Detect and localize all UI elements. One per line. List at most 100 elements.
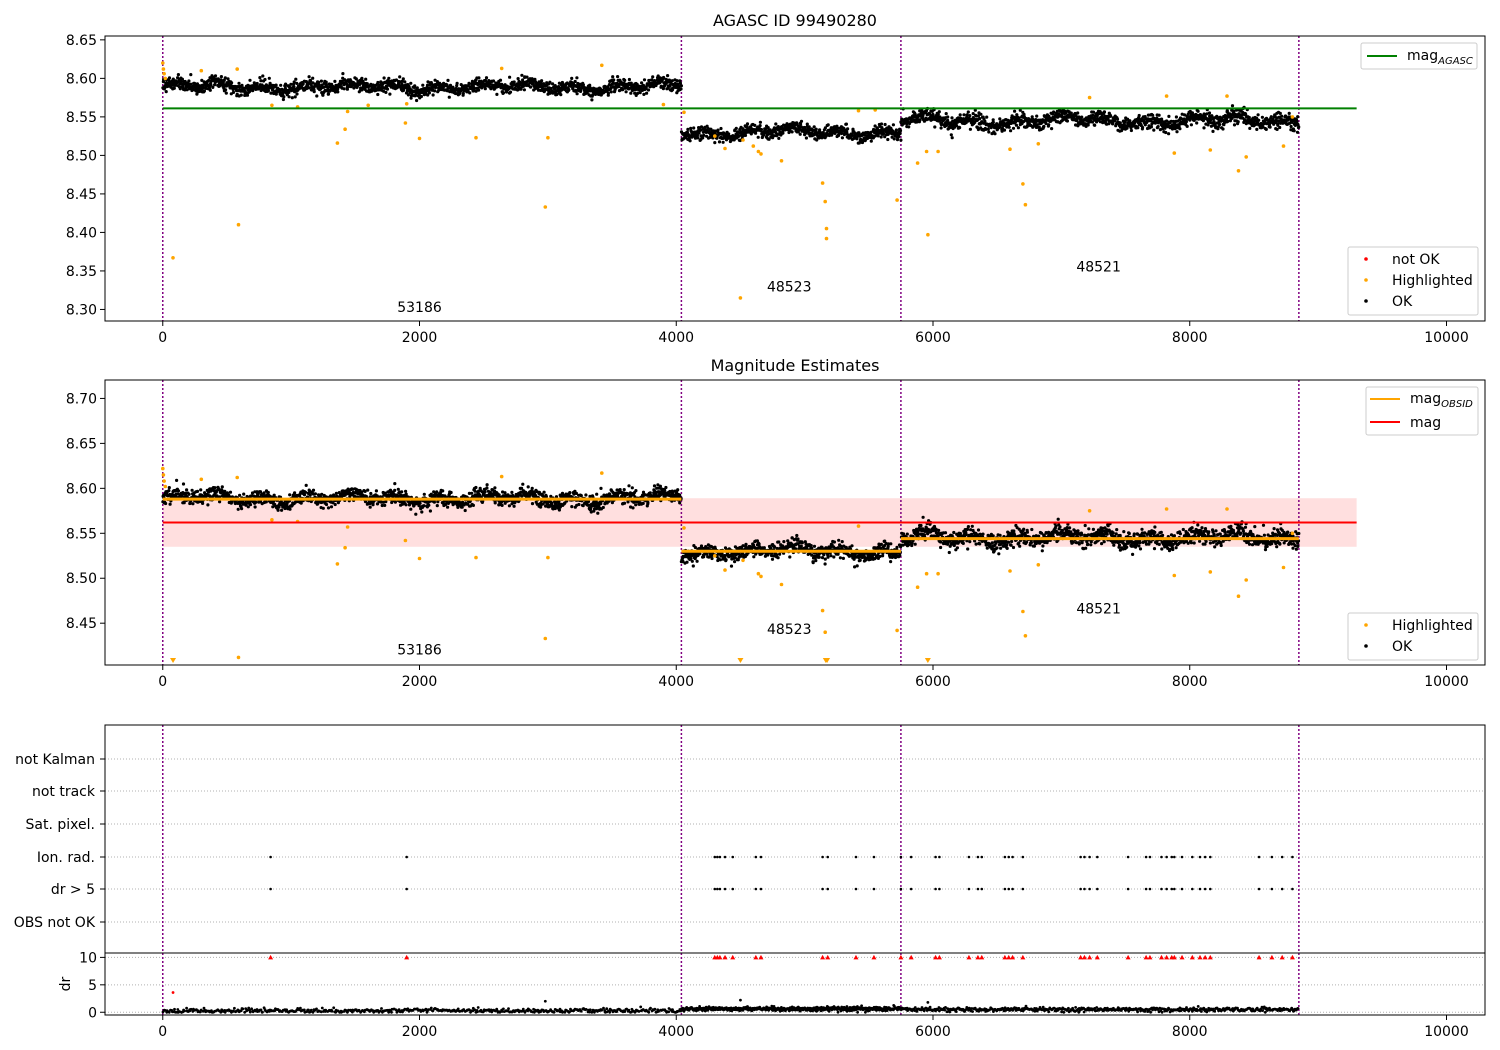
ok-point xyxy=(433,89,437,93)
highlighted-point xyxy=(751,144,756,148)
ok-point xyxy=(258,76,262,80)
ok-point xyxy=(282,95,286,99)
highlighted-point xyxy=(199,68,204,73)
ok-point xyxy=(400,79,404,83)
ok-point xyxy=(898,129,903,133)
ok-point xyxy=(484,76,489,80)
ok-point xyxy=(1149,125,1153,129)
highlighted-point xyxy=(1021,182,1025,186)
ok-point xyxy=(710,556,714,561)
ok-point xyxy=(281,97,285,102)
ok-point xyxy=(213,83,217,87)
ok-point xyxy=(846,127,850,131)
ok-point xyxy=(248,78,252,82)
ok-point xyxy=(595,492,599,496)
highlighted-point xyxy=(682,110,686,115)
ok-point xyxy=(798,132,802,136)
ok-point xyxy=(293,95,297,99)
ok-point xyxy=(612,78,616,82)
ok-point xyxy=(435,504,439,508)
ok-point xyxy=(1093,123,1097,127)
ok-point xyxy=(254,500,258,504)
highlighted-point xyxy=(1281,144,1286,148)
ok-point xyxy=(663,488,667,492)
ok-point xyxy=(242,492,246,496)
ok-point xyxy=(219,75,223,79)
ok-point xyxy=(968,127,973,131)
legend-subscript-agasc: AGASC xyxy=(1437,56,1473,67)
highlighted-point xyxy=(661,102,666,107)
ok-point xyxy=(228,490,233,494)
ok-point xyxy=(345,87,349,91)
ok-point xyxy=(393,488,397,492)
ok-point xyxy=(415,86,419,90)
ok-point xyxy=(1047,123,1051,127)
ok-point xyxy=(191,502,195,506)
ok-point xyxy=(525,75,529,79)
ok-point xyxy=(333,502,337,507)
ok-point xyxy=(573,79,577,84)
ok-point xyxy=(1151,113,1155,117)
ok-point xyxy=(1211,129,1215,133)
highlighted-point xyxy=(270,103,274,108)
ok-point xyxy=(690,559,694,563)
ok-point xyxy=(1247,115,1251,120)
ok-point xyxy=(1152,128,1156,132)
ok-point xyxy=(259,79,263,83)
ok-point xyxy=(404,503,408,507)
ok-point xyxy=(1050,127,1054,131)
x-tick-label: 0 xyxy=(158,330,167,346)
ok-point xyxy=(570,76,574,80)
highlighted-point xyxy=(161,61,165,65)
ok-point xyxy=(179,80,183,84)
x-tick-label: 4000 xyxy=(658,330,694,346)
ok-point xyxy=(1007,125,1011,129)
ok-point xyxy=(326,92,331,96)
ok-point xyxy=(419,94,423,99)
ok-point xyxy=(483,490,487,494)
highlighted-point xyxy=(236,222,241,227)
ok-point xyxy=(224,88,228,92)
ok-point xyxy=(223,76,227,80)
ok-point xyxy=(239,93,243,97)
ok-point xyxy=(292,80,296,84)
highlighted-point xyxy=(600,63,604,68)
ok-point xyxy=(634,489,638,493)
ok-point xyxy=(1209,118,1213,122)
ok-point xyxy=(646,88,651,92)
ok-point xyxy=(891,123,896,127)
ok-point xyxy=(946,118,950,122)
ok-point xyxy=(167,489,171,493)
ok-point xyxy=(421,83,425,87)
ok-point xyxy=(548,80,552,84)
ok-point xyxy=(295,81,299,85)
ok-point xyxy=(376,92,380,97)
ok-point xyxy=(474,485,478,490)
ok-point xyxy=(521,482,525,486)
ok-point xyxy=(611,75,615,79)
ok-point xyxy=(685,560,689,564)
ok-point xyxy=(237,81,241,85)
ok-point xyxy=(176,489,181,493)
ok-point xyxy=(376,80,380,85)
ok-point xyxy=(666,74,670,78)
ok-point xyxy=(1002,128,1007,132)
ok-point xyxy=(418,501,422,505)
ok-point xyxy=(175,478,179,482)
ok-point xyxy=(520,73,524,77)
ok-point xyxy=(202,89,206,93)
ok-point xyxy=(1256,113,1260,117)
ok-point xyxy=(734,126,738,130)
ok-point xyxy=(445,83,449,87)
ok-point xyxy=(716,128,720,132)
ok-point xyxy=(409,81,413,85)
ok-point xyxy=(756,135,760,139)
ok-point xyxy=(844,122,849,126)
ok-point xyxy=(276,508,280,512)
ok-point xyxy=(176,73,180,77)
ok-point xyxy=(899,138,903,142)
x-tick-label: 6000 xyxy=(915,330,951,346)
highlighted-point xyxy=(235,67,239,71)
ok-point xyxy=(172,86,176,90)
ok-point xyxy=(396,487,400,491)
